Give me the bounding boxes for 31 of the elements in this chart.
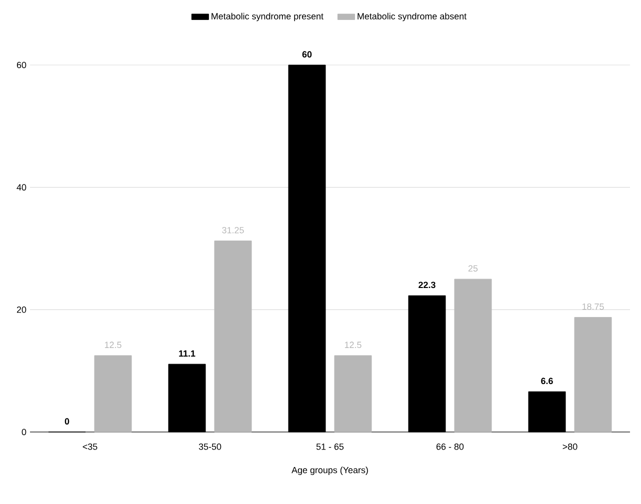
data-label: 60 [302, 51, 312, 58]
y-tick-label: 60 [16, 62, 26, 68]
data-label: 22.3 [418, 282, 436, 288]
data-label: 18.75 [582, 303, 604, 310]
legend-label: Metabolic syndrome present [212, 12, 324, 22]
data-label: 11.1 [179, 350, 196, 357]
bar [214, 240, 252, 432]
x-tick-label: 51 - 65 [316, 443, 344, 450]
legend-label: Metabolic syndrome absent [358, 12, 467, 22]
y-tick-label: 20 [16, 306, 26, 313]
bar [288, 64, 326, 432]
data-label: 12.5 [104, 342, 122, 348]
data-label: 12.5 [344, 342, 362, 348]
x-tick-label: >80 [562, 443, 578, 450]
bar [528, 391, 566, 432]
y-tick-label: 0 [22, 428, 26, 436]
bar [408, 295, 446, 432]
data-label: 6.6 [541, 378, 553, 384]
bar [454, 278, 492, 432]
bar [334, 355, 372, 432]
y-tick-label: 40 [16, 184, 26, 191]
bar [94, 355, 132, 432]
bar [574, 317, 612, 432]
data-label: 25 [468, 265, 478, 272]
x-axis-title: Age groups (Years) [292, 466, 368, 475]
data-label: 31.25 [222, 226, 244, 234]
x-tick-label: <35 [82, 443, 98, 450]
x-tick-label: 66 - 80 [436, 443, 464, 450]
bar [168, 364, 206, 432]
data-label: 0 [64, 418, 70, 424]
x-tick-label: 35-50 [198, 443, 222, 450]
